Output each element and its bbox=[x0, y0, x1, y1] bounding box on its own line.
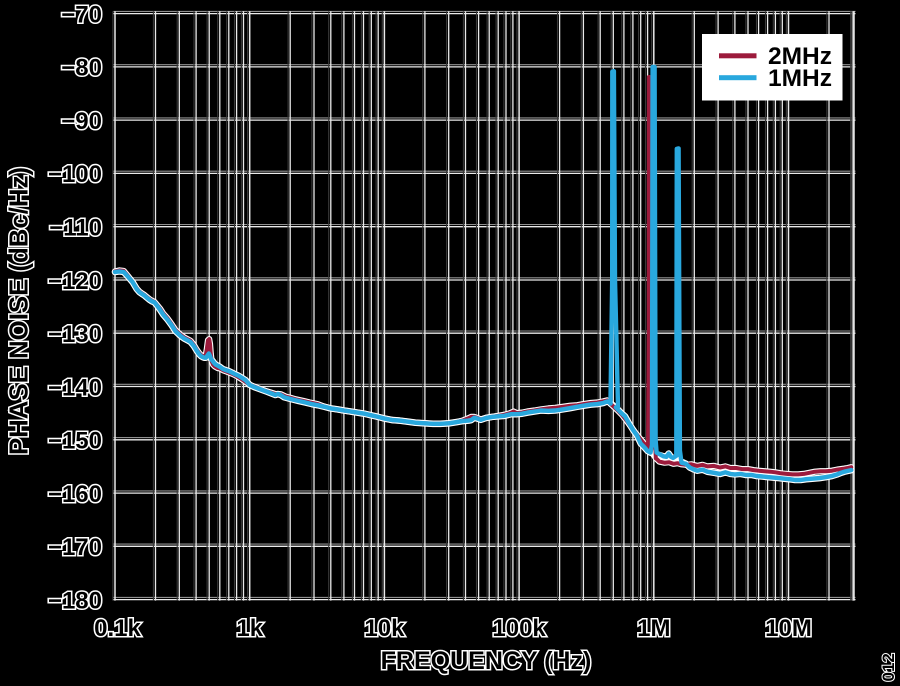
svg-text:0.1k: 0.1k bbox=[94, 615, 141, 642]
svg-text:−140: −140 bbox=[48, 374, 102, 401]
svg-text:FREQUENCY (Hz): FREQUENCY (Hz) bbox=[381, 647, 592, 675]
svg-text:−170: −170 bbox=[48, 534, 102, 561]
svg-text:10M: 10M bbox=[765, 615, 812, 642]
svg-text:−90: −90 bbox=[61, 108, 102, 135]
svg-text:−80: −80 bbox=[61, 55, 102, 82]
svg-text:−110: −110 bbox=[49, 215, 102, 242]
svg-text:1MHz: 1MHz bbox=[768, 65, 832, 92]
svg-text:−130: −130 bbox=[48, 321, 102, 348]
svg-text:10k: 10k bbox=[364, 615, 405, 642]
svg-text:−100: −100 bbox=[48, 161, 102, 188]
svg-text:012: 012 bbox=[879, 653, 898, 681]
svg-text:−160: −160 bbox=[48, 481, 102, 508]
svg-text:PHASE NOISE (dBc/Hz): PHASE NOISE (dBc/Hz) bbox=[6, 167, 34, 455]
svg-text:−150: −150 bbox=[48, 428, 102, 455]
svg-text:−180: −180 bbox=[48, 587, 102, 614]
svg-text:−70: −70 bbox=[61, 1, 102, 28]
svg-text:1M: 1M bbox=[637, 615, 670, 642]
svg-text:−120: −120 bbox=[48, 268, 102, 295]
svg-text:1k: 1k bbox=[236, 615, 263, 642]
svg-text:100k: 100k bbox=[492, 615, 546, 642]
svg-text:2MHz: 2MHz bbox=[768, 43, 832, 70]
